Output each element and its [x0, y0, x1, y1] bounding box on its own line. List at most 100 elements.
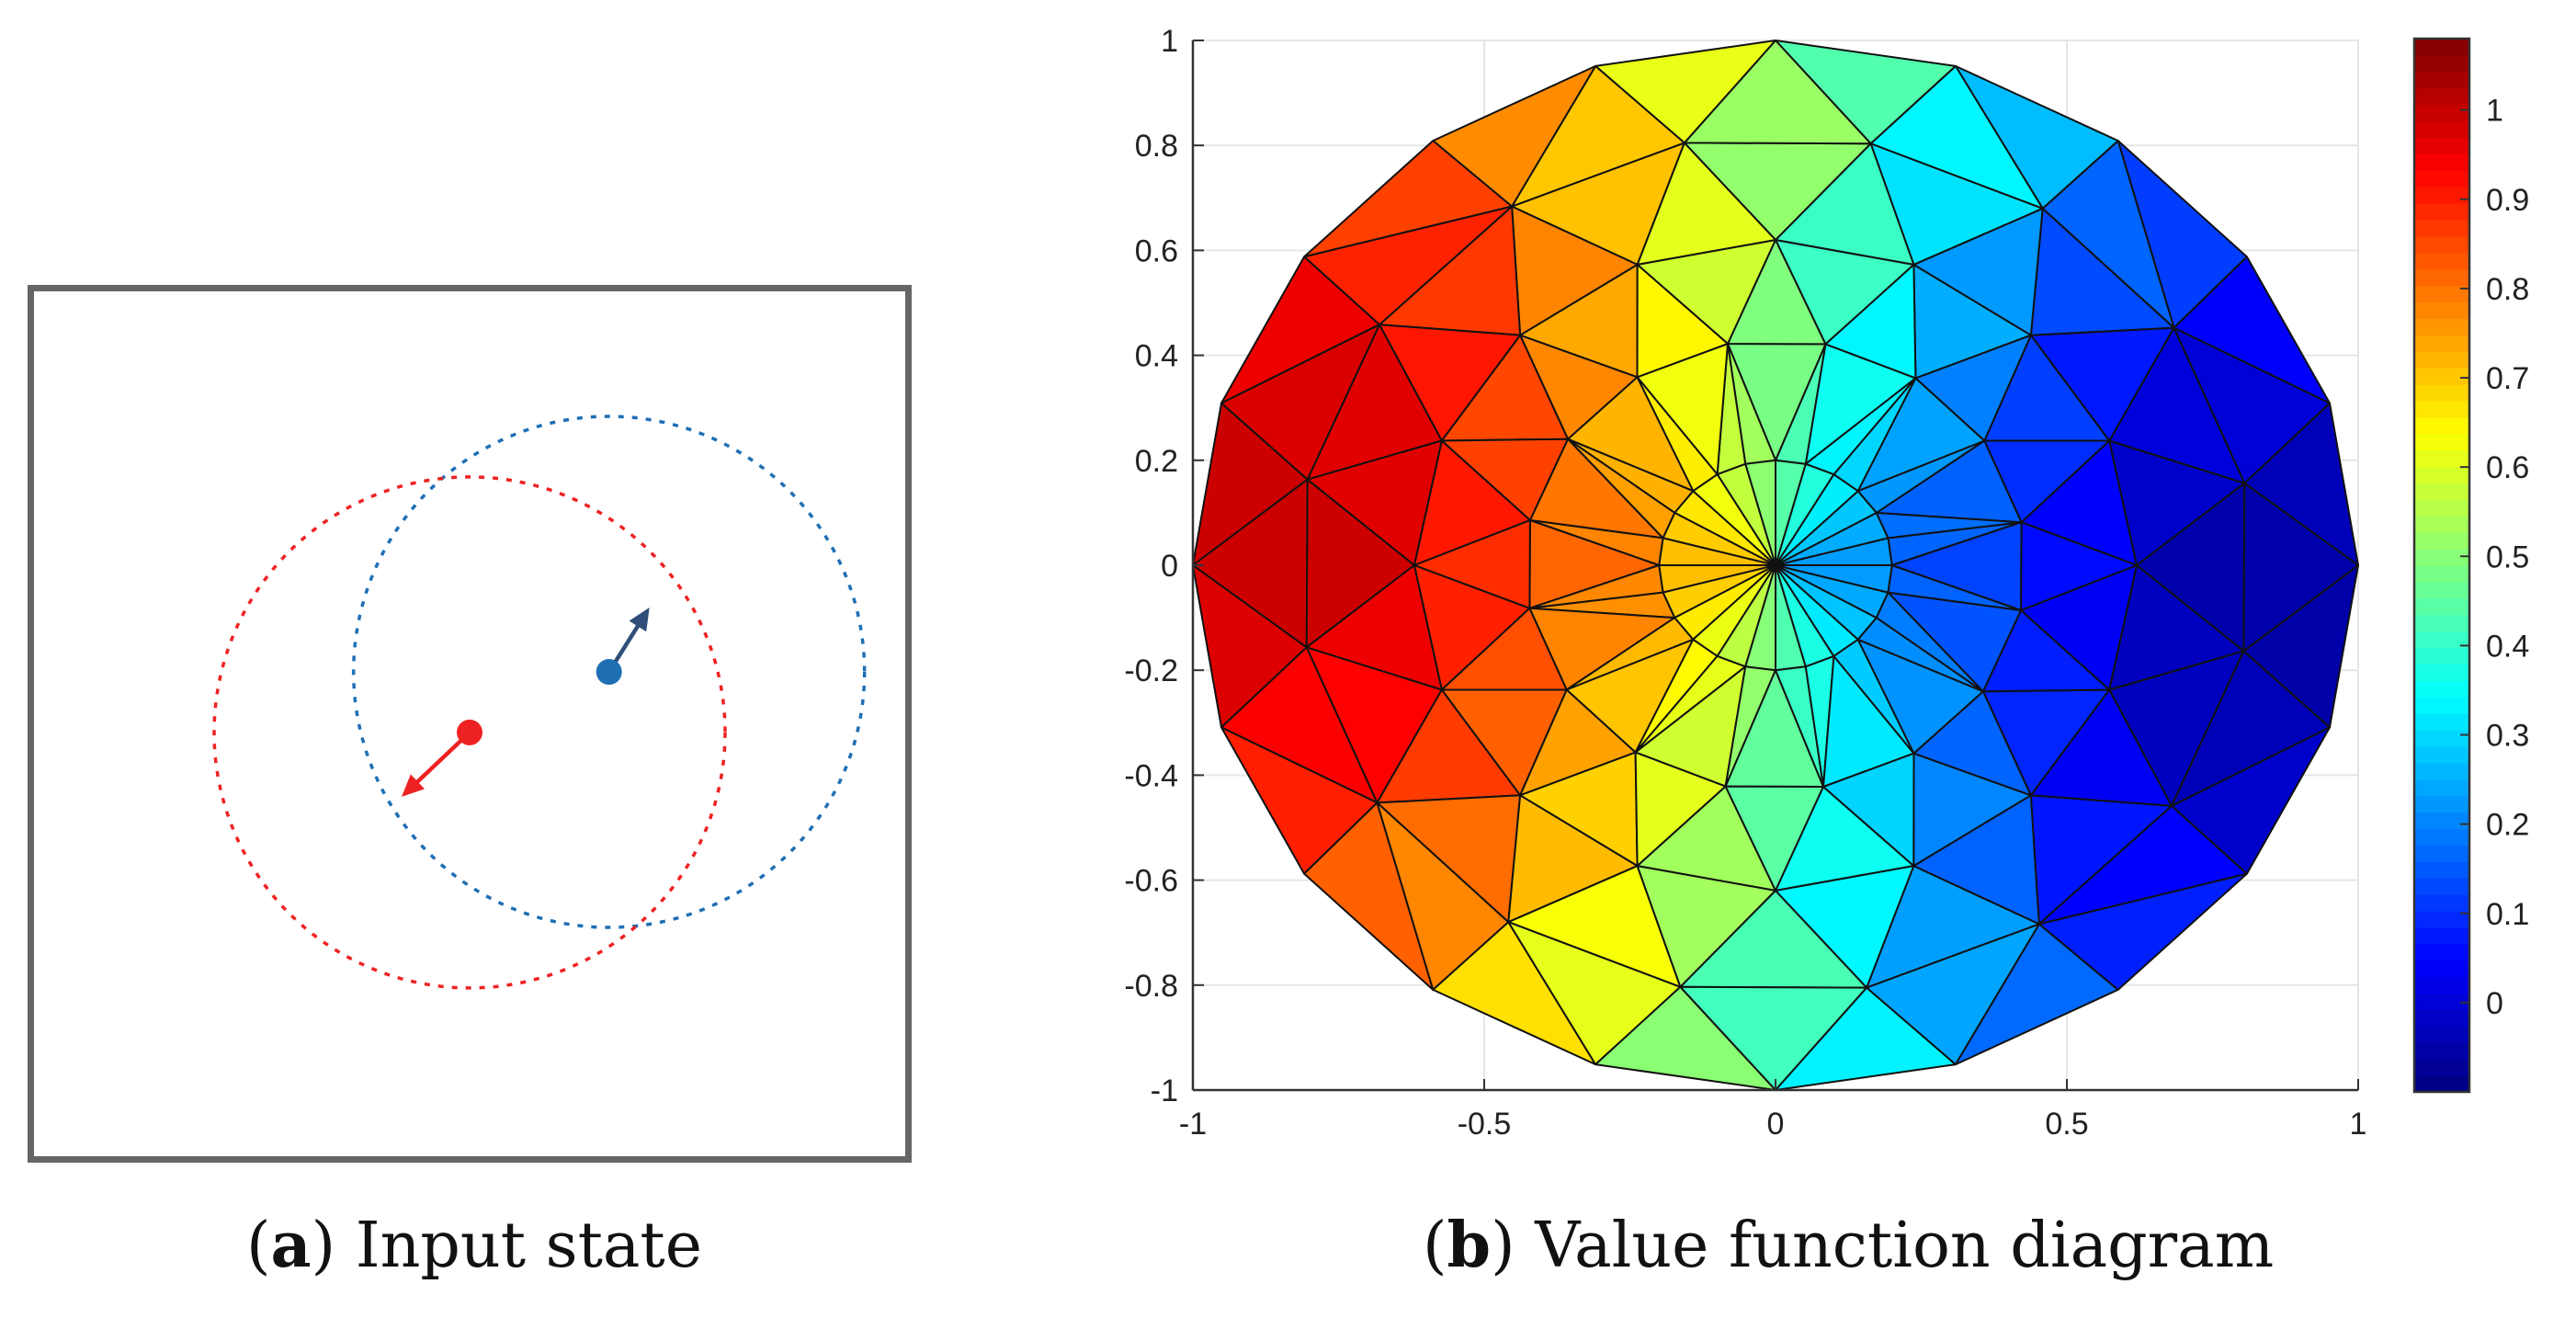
colorbar-segment: [2414, 137, 2469, 154]
colorbar-segment: [2414, 1059, 2469, 1076]
colorbar-segment: [2414, 795, 2469, 813]
colorbar-segment: [2414, 203, 2469, 221]
agent-0-ring: [351, 415, 867, 929]
colorbar-tick-label: 0.9: [2486, 183, 2529, 218]
colorbar-segment: [2414, 120, 2469, 139]
colorbar: 1 0.9 0.8 0.7 0.6 0.5 0.4 0.3 0.2 0.1 0: [2412, 37, 2529, 1094]
x-tick-label: 1: [2350, 1107, 2367, 1142]
colorbar-segment: [2414, 252, 2469, 270]
agent-1-heading-arrow: [408, 731, 471, 791]
colorbar-segment: [2414, 532, 2469, 550]
colorbar-tick-label: 0.1: [2486, 897, 2529, 932]
colorbar-tick-label: 0.5: [2486, 540, 2529, 574]
colorbar-segment: [2414, 384, 2469, 402]
colorbar-segment: [2414, 499, 2469, 517]
colorbar-segment: [2414, 680, 2469, 698]
colorbar-segment: [2414, 285, 2469, 303]
y-tick-label: -1: [1151, 1074, 1178, 1108]
x-tick-label: 0.5: [2045, 1107, 2088, 1142]
colorbar-segment: [2414, 1009, 2469, 1027]
agent-1-arrowhead: [402, 774, 425, 797]
colorbar-segment: [2414, 1075, 2469, 1093]
colorbar-segment: [2414, 894, 2469, 912]
mesh-triangle: [2242, 482, 2359, 653]
caption-a: (a) Input state: [246, 1209, 703, 1282]
caption-a-letter: a: [270, 1209, 312, 1282]
colorbar-segment: [2414, 153, 2469, 171]
x-tick-label: -1: [1179, 1107, 1207, 1142]
x-tick-label: -0.5: [1458, 1107, 1512, 1142]
panel-b-chart: -1 -0.5 0 0.5 1 1 0.8 0.6 0.4 0.2 0 -0.2 -0.4 -0.6 -0.…: [1124, 24, 2529, 1142]
colorbar-tick-label: 0.2: [2486, 808, 2529, 843]
colorbar-segment: [2414, 878, 2469, 895]
colorbar-segment: [2414, 911, 2469, 928]
colorbar-segment: [2414, 1026, 2469, 1043]
colorbar-segment: [2414, 219, 2469, 237]
agent-0-arrowhead: [629, 608, 650, 632]
colorbar-tick-label: 0.7: [2486, 361, 2529, 396]
colorbar-tick-label: 0.3: [2486, 719, 2529, 754]
colorbar-segment: [2414, 976, 2469, 994]
colorbar-segment: [2414, 104, 2469, 122]
colorbar-frame: [2412, 37, 2471, 1094]
colorbar-segment: [2414, 828, 2469, 846]
colorbar-segment: [2414, 516, 2469, 533]
y-tick-label: 0.2: [1135, 444, 1178, 479]
colorbar-segment: [2414, 54, 2469, 73]
colorbar-segment: [2414, 614, 2469, 632]
colorbar-segment: [2414, 335, 2469, 352]
colorbar-segment: [2414, 778, 2469, 797]
colorbar-segment: [2414, 71, 2469, 89]
colorbar-tick-label: 0.8: [2486, 272, 2529, 307]
y-tick-label: -0.6: [1124, 864, 1178, 899]
y-tick-label: -0.4: [1124, 758, 1178, 793]
colorbar-segment: [2414, 762, 2469, 780]
colorbar-segment: [2414, 433, 2469, 451]
colorbar-segment: [2414, 664, 2469, 681]
y-tick-label: -0.8: [1124, 969, 1178, 1004]
colorbar-segment: [2414, 565, 2469, 583]
colorbar-segment: [2414, 845, 2469, 862]
colorbar-segment: [2414, 87, 2469, 106]
colorbar-segment: [2414, 697, 2469, 714]
colorbar-segment: [2414, 483, 2469, 500]
colorbar-segment: [2414, 170, 2469, 187]
colorbar-tick-label: 0: [2486, 986, 2503, 1021]
caption-a-text: Input state: [355, 1210, 703, 1282]
caption-b: (b) Value function diagram: [1423, 1209, 2275, 1282]
axes: -1 -0.5 0 0.5 1 1 0.8 0.6 0.4 0.2 0 -0.2 -0.4 -0.6 -0.…: [1124, 24, 2366, 1142]
colorbar-segment: [2414, 812, 2469, 830]
mesh: [1192, 40, 2359, 1091]
panel-a-diagram: [212, 415, 867, 990]
y-tick-label: 0.6: [1135, 233, 1178, 268]
caption-b-letter: b: [1447, 1209, 1492, 1282]
colorbar-segment: [2414, 400, 2469, 418]
y-tick-label: 0.8: [1135, 129, 1178, 164]
colorbar-segment: [2414, 466, 2469, 484]
y-tick-label: 0.4: [1135, 339, 1178, 374]
colorbar-segment: [2414, 745, 2469, 764]
colorbar-segment: [2414, 351, 2469, 369]
agent-1-ring: [212, 475, 727, 990]
colorbar-segment: [2414, 581, 2469, 599]
colorbar-segment: [2414, 713, 2469, 731]
colorbar-segment: [2414, 960, 2469, 978]
caption-b-text: Value function diagram: [1535, 1210, 2275, 1282]
colorbar-segment: [2414, 368, 2469, 385]
x-tick-label: 0: [1767, 1107, 1785, 1142]
colorbar-segment: [2414, 301, 2469, 320]
mesh-triangle: [2020, 521, 2139, 611]
colorbar-segment: [2414, 943, 2469, 961]
y-tick-label: 0: [1161, 549, 1178, 584]
agent-1-dot: [457, 719, 482, 745]
colorbar-segment: [2414, 647, 2469, 665]
colorbar-segment: [2414, 597, 2469, 616]
colorbar-segment: [2414, 318, 2469, 335]
colorbar-tick-label: 0.6: [2486, 450, 2529, 485]
colorbar-segment: [2414, 416, 2469, 435]
colorbar-segment: [2414, 926, 2469, 945]
colorbar-segment: [2414, 39, 2469, 56]
colorbar-tick-label: 0.4: [2486, 629, 2529, 664]
